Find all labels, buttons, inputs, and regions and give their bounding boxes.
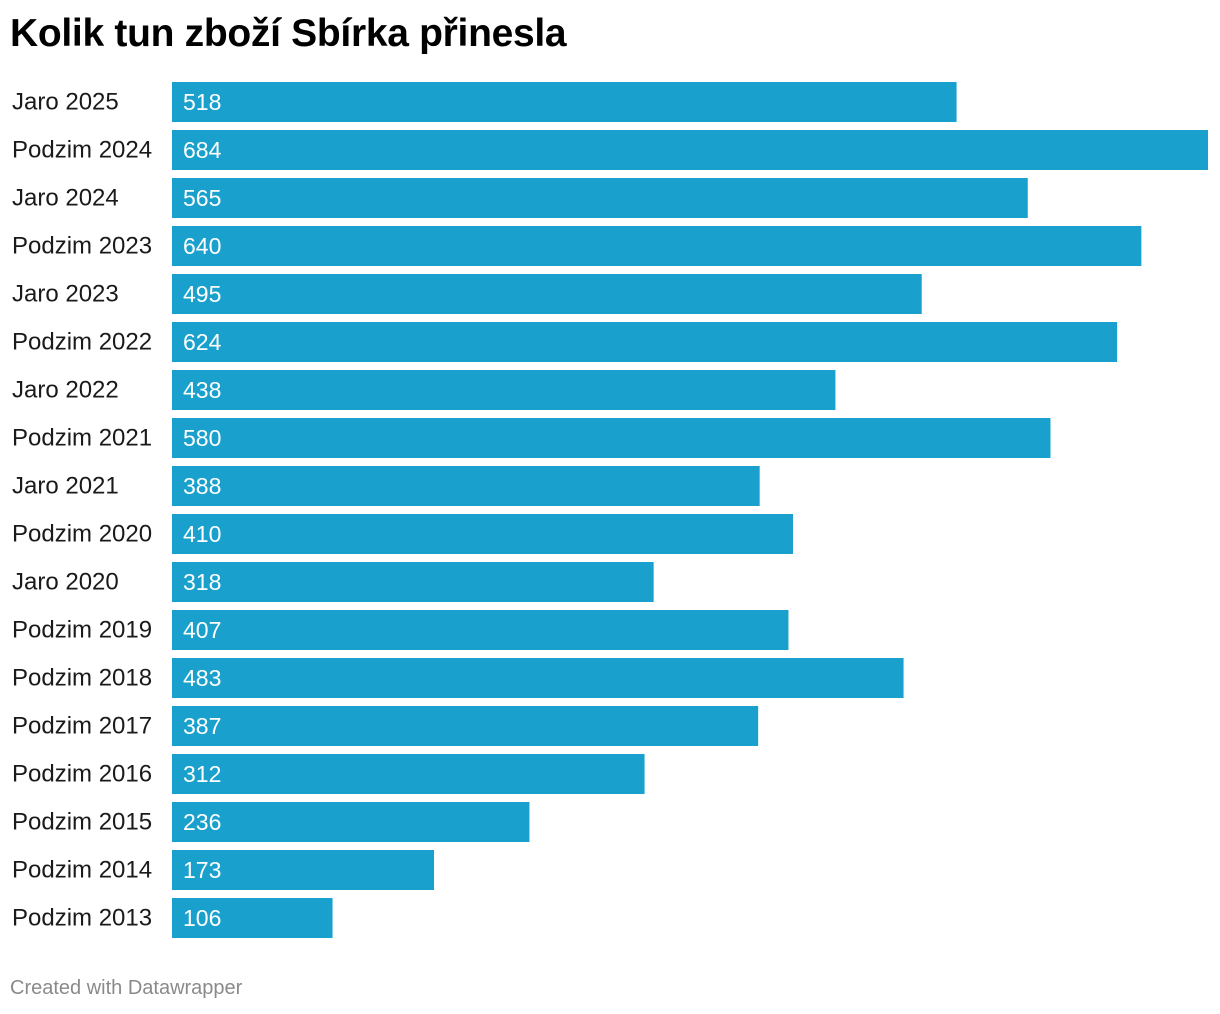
value-label: 438 bbox=[183, 377, 221, 403]
value-label: 318 bbox=[183, 569, 221, 595]
chart-title: Kolik tun zboží Sbírka přinesla bbox=[10, 12, 567, 55]
bar bbox=[172, 610, 789, 650]
bar bbox=[172, 754, 645, 794]
category-label: Podzim 2024 bbox=[12, 137, 152, 164]
category-label: Jaro 2020 bbox=[12, 569, 119, 596]
value-label: 407 bbox=[183, 617, 221, 643]
category-label: Jaro 2023 bbox=[12, 281, 119, 308]
category-label: Podzim 2014 bbox=[12, 857, 152, 884]
category-label: Jaro 2024 bbox=[12, 185, 119, 212]
category-label: Podzim 2022 bbox=[12, 329, 152, 356]
category-label: Jaro 2025 bbox=[12, 89, 119, 116]
value-label: 106 bbox=[183, 905, 221, 931]
category-label: Podzim 2017 bbox=[12, 713, 152, 740]
value-label: 236 bbox=[183, 809, 221, 835]
category-label: Jaro 2022 bbox=[12, 377, 119, 404]
bar bbox=[172, 226, 1142, 266]
value-label: 518 bbox=[183, 89, 221, 115]
value-label: 684 bbox=[183, 137, 222, 163]
value-label: 388 bbox=[183, 473, 221, 499]
value-label: 410 bbox=[183, 521, 221, 547]
value-label: 640 bbox=[183, 233, 221, 259]
bar bbox=[172, 562, 654, 602]
value-label: 624 bbox=[183, 329, 222, 355]
bar-chart: Jaro 2025 518 Podzim 2024 684 Jaro 2024 565 Po… bbox=[12, 82, 1208, 938]
value-label: 495 bbox=[183, 281, 221, 307]
category-label: Podzim 2019 bbox=[12, 617, 152, 644]
category-label: Podzim 2016 bbox=[12, 761, 152, 788]
category-label: Podzim 2021 bbox=[12, 425, 152, 452]
bar bbox=[172, 322, 1118, 362]
category-label: Podzim 2013 bbox=[12, 905, 152, 932]
category-label: Jaro 2021 bbox=[12, 473, 119, 500]
value-label: 312 bbox=[183, 761, 221, 787]
category-label: Podzim 2020 bbox=[12, 521, 152, 548]
value-label: 387 bbox=[183, 713, 221, 739]
bar bbox=[172, 130, 1208, 170]
bar bbox=[172, 898, 333, 938]
value-label: 580 bbox=[183, 425, 221, 451]
category-label: Podzim 2015 bbox=[12, 809, 152, 836]
bar bbox=[172, 850, 435, 890]
category-label: Podzim 2023 bbox=[12, 233, 152, 260]
bar bbox=[172, 370, 836, 410]
value-label: 483 bbox=[183, 665, 221, 691]
value-label: 565 bbox=[183, 185, 221, 211]
bar bbox=[172, 178, 1028, 218]
bar bbox=[172, 658, 904, 698]
bar bbox=[172, 706, 759, 746]
category-label: Podzim 2018 bbox=[12, 665, 152, 692]
value-label: 173 bbox=[183, 857, 221, 883]
bar bbox=[172, 466, 760, 506]
bar bbox=[172, 514, 793, 554]
bar bbox=[172, 418, 1051, 458]
bar bbox=[172, 802, 530, 842]
footer-credit: Created with Datawrapper bbox=[10, 977, 243, 999]
bar bbox=[172, 82, 957, 122]
bar bbox=[172, 274, 922, 314]
